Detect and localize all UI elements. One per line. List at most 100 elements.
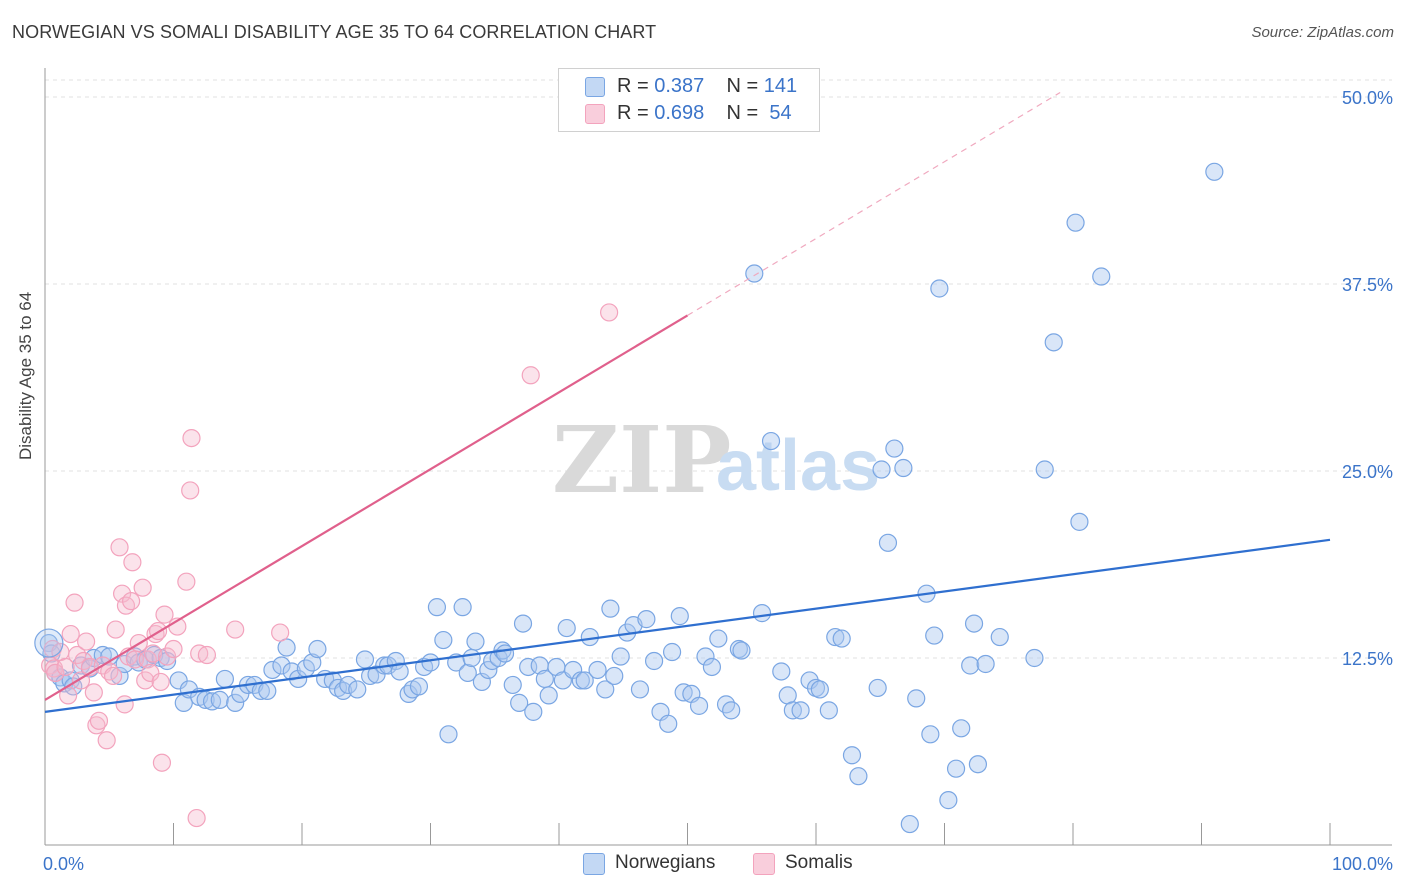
point-norwegians-106: [696, 647, 715, 666]
point-somalis-48: [190, 644, 209, 663]
point-norwegians-48: [355, 650, 375, 669]
point-norwegians-62: [439, 725, 458, 744]
point-norwegians-131: [885, 439, 904, 458]
legend: R = 0.387 N = 141 R = 0.698 N = 54: [558, 68, 820, 132]
point-somalis-34: [141, 663, 160, 683]
point-norwegians-35: [272, 656, 291, 675]
legend-r-value: 0.698: [654, 102, 705, 124]
point-norwegians-26: [210, 690, 229, 709]
legend-r-label: R =: [617, 75, 649, 97]
point-norwegians-37: [282, 662, 301, 681]
point-somalis-42: [164, 639, 183, 659]
point-somalis-5: [56, 657, 75, 677]
x-tick-label-1: 100.0%: [1332, 854, 1393, 874]
x-tick-label-0: 0.0%: [43, 854, 84, 874]
point-norwegians-115: [761, 431, 781, 451]
point-norwegians-41: [308, 639, 327, 659]
y-tick-label-2: 37.5%: [1342, 275, 1393, 295]
legend-n-label: N =: [726, 102, 759, 124]
series-somalis: [41, 303, 619, 828]
point-somalis-53: [600, 303, 619, 322]
point-norwegians-107: [702, 657, 722, 677]
point-norwegians-130: [878, 533, 898, 552]
trend-line-norwegians: [44, 538, 1331, 713]
axes: [44, 68, 1392, 846]
point-somalis-21: [106, 620, 125, 639]
point-norwegians-81: [539, 686, 558, 705]
point-norwegians-140: [946, 759, 966, 778]
point-somalis-35: [143, 644, 163, 663]
point-somalis-40: [155, 605, 174, 624]
bottom-legend-label-norwegians: Norwegians: [615, 852, 716, 873]
point-norwegians-98: [644, 651, 664, 671]
point-norwegians-139: [939, 791, 958, 810]
point-somalis-50: [226, 620, 245, 639]
tick-labels: 12.5% 25.0% 37.5% 50.0% 0.0% 100.0%: [43, 88, 1393, 874]
point-norwegians-147: [1025, 648, 1044, 668]
point-norwegians-90: [596, 680, 615, 699]
bottom-legend-label-somalis: Somalis: [785, 852, 853, 873]
point-norwegians-134: [907, 689, 926, 708]
point-norwegians-100: [659, 714, 678, 733]
point-norwegians-124: [826, 627, 845, 647]
point-norwegians-59: [421, 653, 440, 672]
point-somalis-39: [152, 753, 172, 772]
point-somalis-22: [110, 538, 129, 557]
point-norwegians-66: [462, 648, 481, 668]
point-norwegians-148: [1035, 460, 1054, 479]
point-somalis-27: [121, 592, 141, 611]
point-norwegians-44: [328, 678, 348, 698]
point-somalis-49: [197, 645, 217, 665]
point-somalis-47: [187, 808, 206, 828]
point-norwegians-89: [588, 660, 607, 680]
point-norwegians-45: [334, 681, 353, 701]
point-norwegians-108: [709, 629, 728, 648]
y-axis-label: Disability Age 35 to 64: [16, 291, 35, 460]
point-norwegians-25: [202, 692, 222, 711]
point-somalis-38: [151, 672, 170, 692]
point-norwegians-60: [427, 598, 447, 617]
bottom-legend-swatch-norwegians: [583, 853, 605, 875]
point-norwegians-28: [226, 693, 245, 712]
source-label: Source: ZipAtlas.com: [1251, 24, 1394, 41]
point-norwegians-122: [810, 680, 829, 699]
point-norwegians-77: [519, 657, 538, 677]
point-norwegians-136: [921, 725, 940, 744]
point-norwegians-114: [752, 604, 772, 623]
grid-lines: [45, 79, 1392, 659]
point-norwegians-54: [390, 662, 409, 681]
point-norwegians-46: [339, 675, 358, 695]
watermark-atlas: atlas: [716, 426, 880, 506]
point-norwegians-128: [868, 678, 887, 698]
y-tick-label-3: 50.0%: [1342, 88, 1393, 108]
point-norwegians-143: [964, 614, 984, 633]
point-somalis-44: [177, 572, 196, 591]
point-norwegians-141: [952, 719, 971, 738]
point-norwegians-150: [1066, 213, 1085, 232]
legend-swatch-norwegians: [585, 77, 605, 97]
point-somalis-45: [181, 481, 200, 500]
point-norwegians-87: [575, 671, 594, 690]
point-norwegians-cluster: [34, 628, 64, 658]
point-norwegians-20: [169, 671, 188, 690]
point-somalis-24: [115, 695, 134, 714]
point-norwegians-129: [872, 460, 891, 479]
watermark: ZIP atlas: [552, 406, 880, 514]
legend-r-label: R =: [617, 102, 649, 124]
point-norwegians-142: [961, 656, 980, 675]
point-norwegians-67: [466, 632, 485, 651]
point-somalis-52: [521, 366, 540, 385]
point-norwegians-118: [783, 701, 802, 720]
point-norwegians-119: [791, 701, 810, 720]
point-norwegians-103: [674, 683, 693, 702]
legend-n-label: N =: [726, 75, 759, 97]
point-norwegians-132: [894, 458, 913, 478]
point-somalis-51: [271, 623, 290, 642]
point-norwegians-144: [968, 755, 988, 774]
point-norwegians-27: [215, 669, 234, 689]
point-norwegians-69: [479, 660, 498, 680]
point-norwegians-102: [670, 607, 689, 626]
point-norwegians-36: [277, 638, 296, 657]
point-norwegians-145: [976, 654, 995, 674]
y-tick-label-0: 12.5%: [1342, 649, 1393, 669]
